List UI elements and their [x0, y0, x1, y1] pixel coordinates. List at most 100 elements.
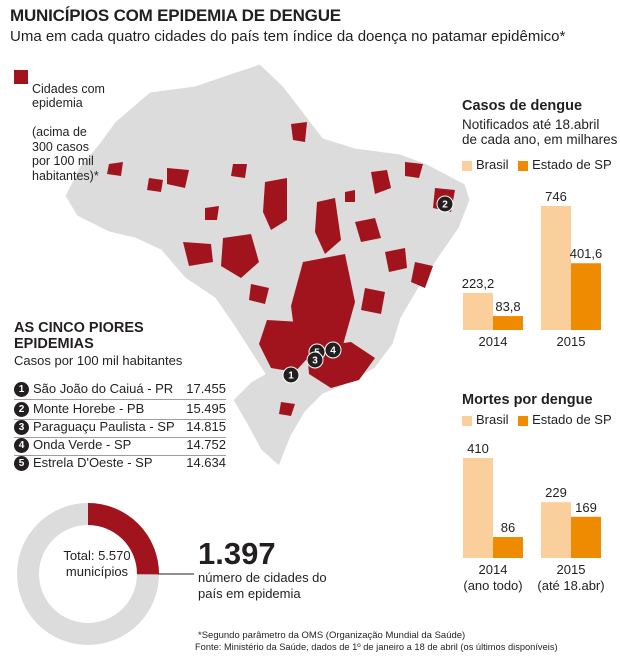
page-title: MUNICÍPIOS COM EPIDEMIA DE DENGUE	[10, 6, 341, 25]
epidemic-area	[345, 190, 355, 202]
cases-chart-subtitle: Notificados até 18.abril de cada ano, em…	[462, 117, 618, 147]
epidemic-area	[221, 234, 259, 278]
map-marker-3: 3	[306, 351, 324, 369]
bar-brasil	[541, 502, 571, 558]
source-note: Fonte: Ministério da Saúde, dados de 1º …	[195, 642, 558, 652]
ranking-row: 1 São João do Caiuá - PR 17.455	[14, 381, 226, 400]
bar-sp	[493, 316, 523, 330]
category-label: 2014	[479, 334, 508, 349]
ranking-row: 2 Monte Horebe - PB 15.495	[14, 401, 226, 420]
legend-brasil: Brasil	[476, 157, 509, 172]
data-label: 86	[501, 520, 515, 535]
legend-sp: Estado de SP	[532, 412, 612, 427]
svg-text:4: 4	[330, 346, 336, 357]
epidemic-area	[385, 248, 407, 272]
rank-badge: 4	[14, 438, 29, 453]
legend-swatch-brasil	[462, 160, 472, 171]
epidemic-area	[263, 178, 287, 230]
data-label: 410	[467, 441, 489, 456]
rank-city: Onda Verde - SP	[33, 437, 132, 452]
row-divider	[14, 437, 226, 438]
row-divider	[14, 419, 226, 420]
epidemic-legend: Cidades com epidemia (acima de 300 casos…	[32, 67, 105, 198]
bar-sp	[571, 263, 601, 330]
deaths-legend: Brasil Estado de SP	[462, 412, 612, 427]
donut-epidemic-arc	[17, 503, 159, 645]
epidemic-area	[167, 168, 189, 188]
data-label: 169	[575, 500, 597, 515]
row-divider	[14, 455, 226, 456]
row-divider	[14, 399, 226, 400]
rank-badge: 1	[14, 382, 29, 397]
donut-total-label: Total: 5.570 municípios	[63, 548, 131, 579]
category-label: 2014	[479, 562, 508, 577]
bar-brasil	[463, 458, 493, 558]
legend-swatch-sp	[518, 415, 529, 426]
ranking-row: 4 Onda Verde - SP 14.752	[14, 437, 226, 456]
epidemic-area	[205, 206, 219, 220]
map-marker-4: 4	[324, 341, 342, 359]
epidemic-area	[259, 320, 313, 372]
rank-value: 14.752	[186, 437, 226, 452]
epidemic-area	[231, 164, 247, 178]
category-label: 2015	[557, 334, 586, 349]
ranking-title: AS CINCO PIORES EPIDEMIAS	[14, 320, 144, 352]
rank-badge: 3	[14, 420, 29, 435]
epidemic-area	[371, 170, 391, 194]
data-label: 83,8	[495, 299, 520, 314]
rank-city: São João do Caiuá - PR	[33, 381, 174, 396]
legend-swatch-sp	[518, 160, 529, 171]
footnote: *Segundo parâmetro da OMS (Organização M…	[198, 630, 466, 641]
rank-badge: 2	[14, 402, 29, 417]
epidemic-legend-swatch	[14, 70, 28, 84]
rank-badge: 5	[14, 456, 29, 471]
epidemic-legend-label: Cidades com epidemia	[32, 81, 105, 111]
epidemic-area	[315, 198, 341, 254]
data-label: 401,6	[570, 246, 603, 261]
epidemic-legend-sublabel: (acima de 300 casos por 100 mil habitant…	[32, 125, 99, 183]
svg-text:1: 1	[288, 371, 294, 382]
map-markers: 2 5 4 3 1	[282, 195, 454, 384]
epidemic-count: 1.397	[198, 536, 276, 571]
epidemic-area	[411, 262, 433, 288]
rank-city: Monte Horebe - PB	[33, 401, 145, 416]
epidemic-area	[147, 178, 163, 192]
deaths-chart-title: Mortes por dengue	[462, 392, 593, 408]
cases-bar-chart: 223,283,8 2014 746 401,6 2015	[462, 189, 603, 349]
rank-value: 14.815	[186, 419, 226, 434]
bar-sp	[493, 537, 523, 558]
rank-value: 15.495	[186, 401, 226, 416]
epidemic-areas	[107, 122, 455, 416]
epidemic-count-description: número de cidades do país em epidemia	[198, 570, 327, 601]
bar-brasil	[463, 292, 493, 330]
category-label: (ano todo)	[463, 578, 522, 593]
rank-value: 14.634	[186, 455, 226, 470]
category-label: 2015	[557, 562, 586, 577]
data-label: 746	[545, 189, 567, 204]
bar-brasil	[541, 206, 571, 330]
brazil-map: 2 5 4 3 1	[64, 63, 471, 467]
rank-value: 17.455	[186, 381, 226, 396]
epidemic-area	[107, 162, 123, 176]
ranking-subtitle: Casos por 100 mil habitantes	[14, 353, 183, 368]
cases-chart-title: Casos de dengue	[462, 98, 583, 114]
svg-text:2: 2	[442, 200, 448, 211]
ranking-row: 5 Estrela D'Oeste - SP 14.634	[14, 455, 226, 474]
ranking-row: 3 Paraguaçu Paulista - SP 14.815	[14, 419, 226, 438]
rank-city: Estrela D'Oeste - SP	[33, 455, 153, 470]
page-subtitle: Uma em cada quatro cidades do país tem í…	[10, 28, 566, 45]
epidemic-area	[279, 402, 295, 416]
svg-text:3: 3	[312, 356, 318, 367]
cases-legend: Brasil Estado de SP	[462, 157, 612, 172]
map-marker-1: 1	[282, 366, 300, 384]
epidemic-area	[291, 122, 307, 142]
epidemic-area	[355, 218, 381, 242]
category-label: (até 18.abr)	[537, 578, 604, 593]
municipalities-donut	[17, 503, 194, 645]
rank-city: Paraguaçu Paulista - SP	[33, 419, 175, 434]
legend-sp: Estado de SP	[532, 157, 612, 172]
data-label: 223,2	[462, 276, 495, 291]
epidemic-area	[249, 284, 269, 304]
epidemic-area	[361, 288, 385, 314]
deaths-bar-chart: 410 86 2014(ano todo) 229 169 2015(até 18.abr…	[463, 441, 605, 593]
